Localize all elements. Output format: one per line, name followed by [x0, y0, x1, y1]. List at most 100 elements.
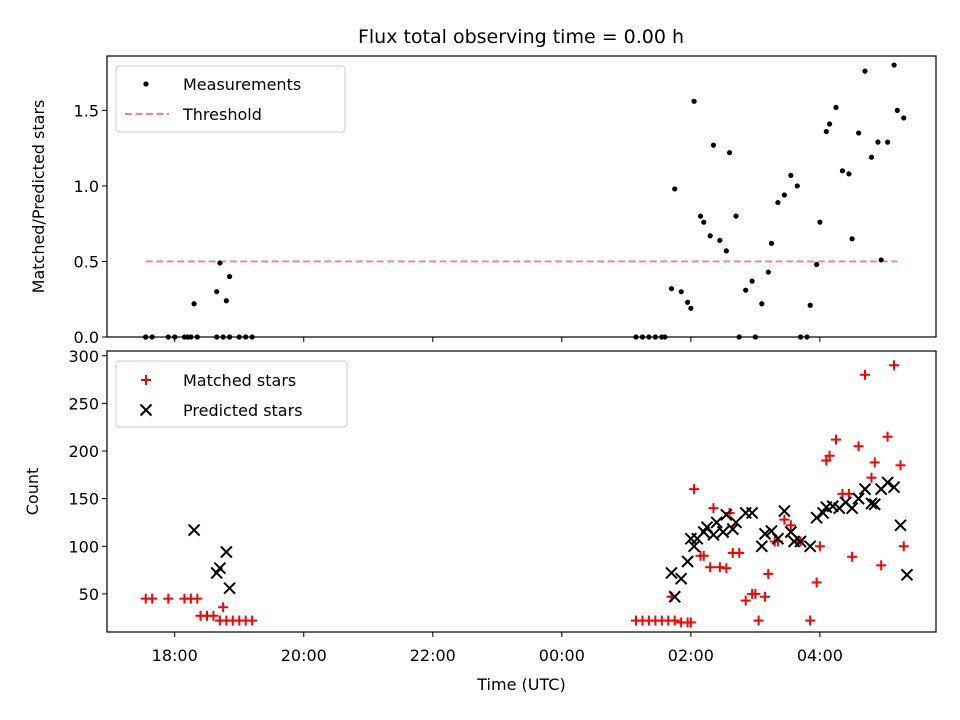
cross-stroke — [223, 581, 236, 595]
matched-star-point — [866, 472, 877, 483]
predicted-star-point — [213, 561, 227, 575]
cross-stroke — [771, 532, 785, 545]
ratio-plot-area — [143, 62, 907, 340]
predicted-star-point — [665, 566, 678, 580]
measurement-point — [688, 305, 694, 311]
predicted-star-point — [674, 572, 688, 585]
cross-stroke — [868, 498, 881, 511]
matched-star-point — [847, 551, 858, 562]
predicted-star-point — [887, 481, 901, 494]
cross-stroke — [887, 481, 901, 494]
predicted-star-point — [710, 516, 723, 529]
predicted-star-point — [845, 501, 859, 515]
matched-star-point — [869, 457, 880, 468]
y-tick-label: 100 — [68, 537, 99, 556]
cross-stroke — [700, 521, 714, 534]
ratio-panel-frame — [106, 55, 937, 338]
y-tick-label: 50 — [79, 585, 99, 604]
cross-stroke — [687, 540, 701, 553]
ratio-legend: Measurements Threshold — [115, 65, 346, 133]
measurement-point — [633, 334, 639, 340]
matched-star-point — [860, 369, 871, 380]
cross-stroke — [858, 482, 872, 496]
predicted-star-point — [681, 555, 694, 568]
matched-star-point — [831, 434, 842, 445]
count-plot-area — [140, 360, 914, 628]
measurement-point — [226, 273, 233, 280]
predicted-legend-glyph — [139, 403, 153, 417]
measurement-point — [646, 334, 652, 340]
y-tick-label: 0.5 — [74, 252, 99, 271]
matched-legend-glyph — [141, 375, 151, 385]
cross-stroke — [681, 555, 694, 568]
measurement-point — [220, 334, 226, 340]
predicted-star-point — [707, 528, 720, 542]
cross-stroke — [668, 590, 681, 603]
matched-star-point — [895, 460, 906, 471]
matched-star-point — [889, 360, 900, 371]
predicted-star-point — [868, 498, 881, 511]
measurement-point — [817, 219, 823, 225]
cross-stroke — [852, 492, 865, 505]
measurement-point — [149, 334, 155, 340]
measurement-point — [794, 183, 800, 189]
matched-star-point — [760, 591, 771, 602]
cross-stroke — [139, 403, 153, 417]
measurement-point — [733, 213, 739, 219]
measurement-point — [165, 334, 171, 340]
x-tick-label: 20:00 — [281, 646, 327, 665]
measurement-point — [223, 298, 229, 304]
cross-stroke — [900, 568, 914, 582]
measurement-point — [662, 334, 668, 340]
measurement-point — [172, 334, 178, 340]
measurement-point — [194, 334, 200, 340]
matched-star-point — [750, 588, 761, 599]
cross-stroke — [881, 476, 894, 489]
y-tick-label: 250 — [68, 394, 99, 413]
measurement-point — [672, 186, 678, 192]
measurement-point — [823, 128, 829, 135]
matched-star-point — [218, 602, 229, 613]
matched-star-point — [740, 595, 751, 606]
matched-star-point — [734, 547, 745, 558]
measurement-point — [826, 121, 833, 127]
measurement-point — [833, 104, 839, 110]
matched-star-point — [763, 568, 774, 579]
ratio-y-axis-label: Matched/Predicted stars — [29, 100, 48, 294]
measurement-point — [185, 334, 191, 340]
cross-stroke — [778, 504, 791, 518]
predicted-star-point — [881, 476, 894, 489]
measurement-point — [691, 98, 697, 104]
matched-star-point — [843, 488, 854, 499]
matched-star-point — [811, 577, 822, 588]
y-tick-label: 200 — [68, 442, 99, 461]
measurement-point — [668, 286, 675, 292]
matched-star-point — [247, 615, 258, 626]
measurement-point — [639, 334, 646, 340]
predicted-star-point — [858, 482, 872, 496]
measurement-point — [214, 334, 220, 340]
x-tick-label: 02:00 — [668, 646, 714, 665]
measurement-point — [839, 168, 846, 174]
matched-star-point — [785, 520, 796, 531]
measurement-point — [868, 154, 875, 160]
measurement-point — [807, 302, 813, 308]
chart-title: Flux total observing time = 0.00 h — [358, 26, 684, 48]
ratio-panel: 0.0 0.5 1.0 1.5 Matched/Predicted stars Mea… — [29, 55, 937, 347]
measurement-point — [891, 62, 897, 68]
measurement-point — [797, 334, 804, 340]
measurement-point — [878, 257, 884, 263]
cross-stroke — [716, 525, 730, 539]
matched-star-point — [814, 541, 825, 552]
predicted-star-point — [223, 581, 236, 595]
predicted-star-point — [771, 532, 785, 545]
predicted-star-point — [755, 540, 769, 553]
cross-stroke — [839, 496, 852, 509]
measurement-point — [781, 192, 787, 198]
predicted-star-point — [187, 523, 201, 537]
matched-star-point — [192, 593, 203, 604]
cross-stroke — [894, 519, 907, 532]
measurement-point — [885, 139, 891, 145]
predicted-star-point — [220, 545, 233, 559]
